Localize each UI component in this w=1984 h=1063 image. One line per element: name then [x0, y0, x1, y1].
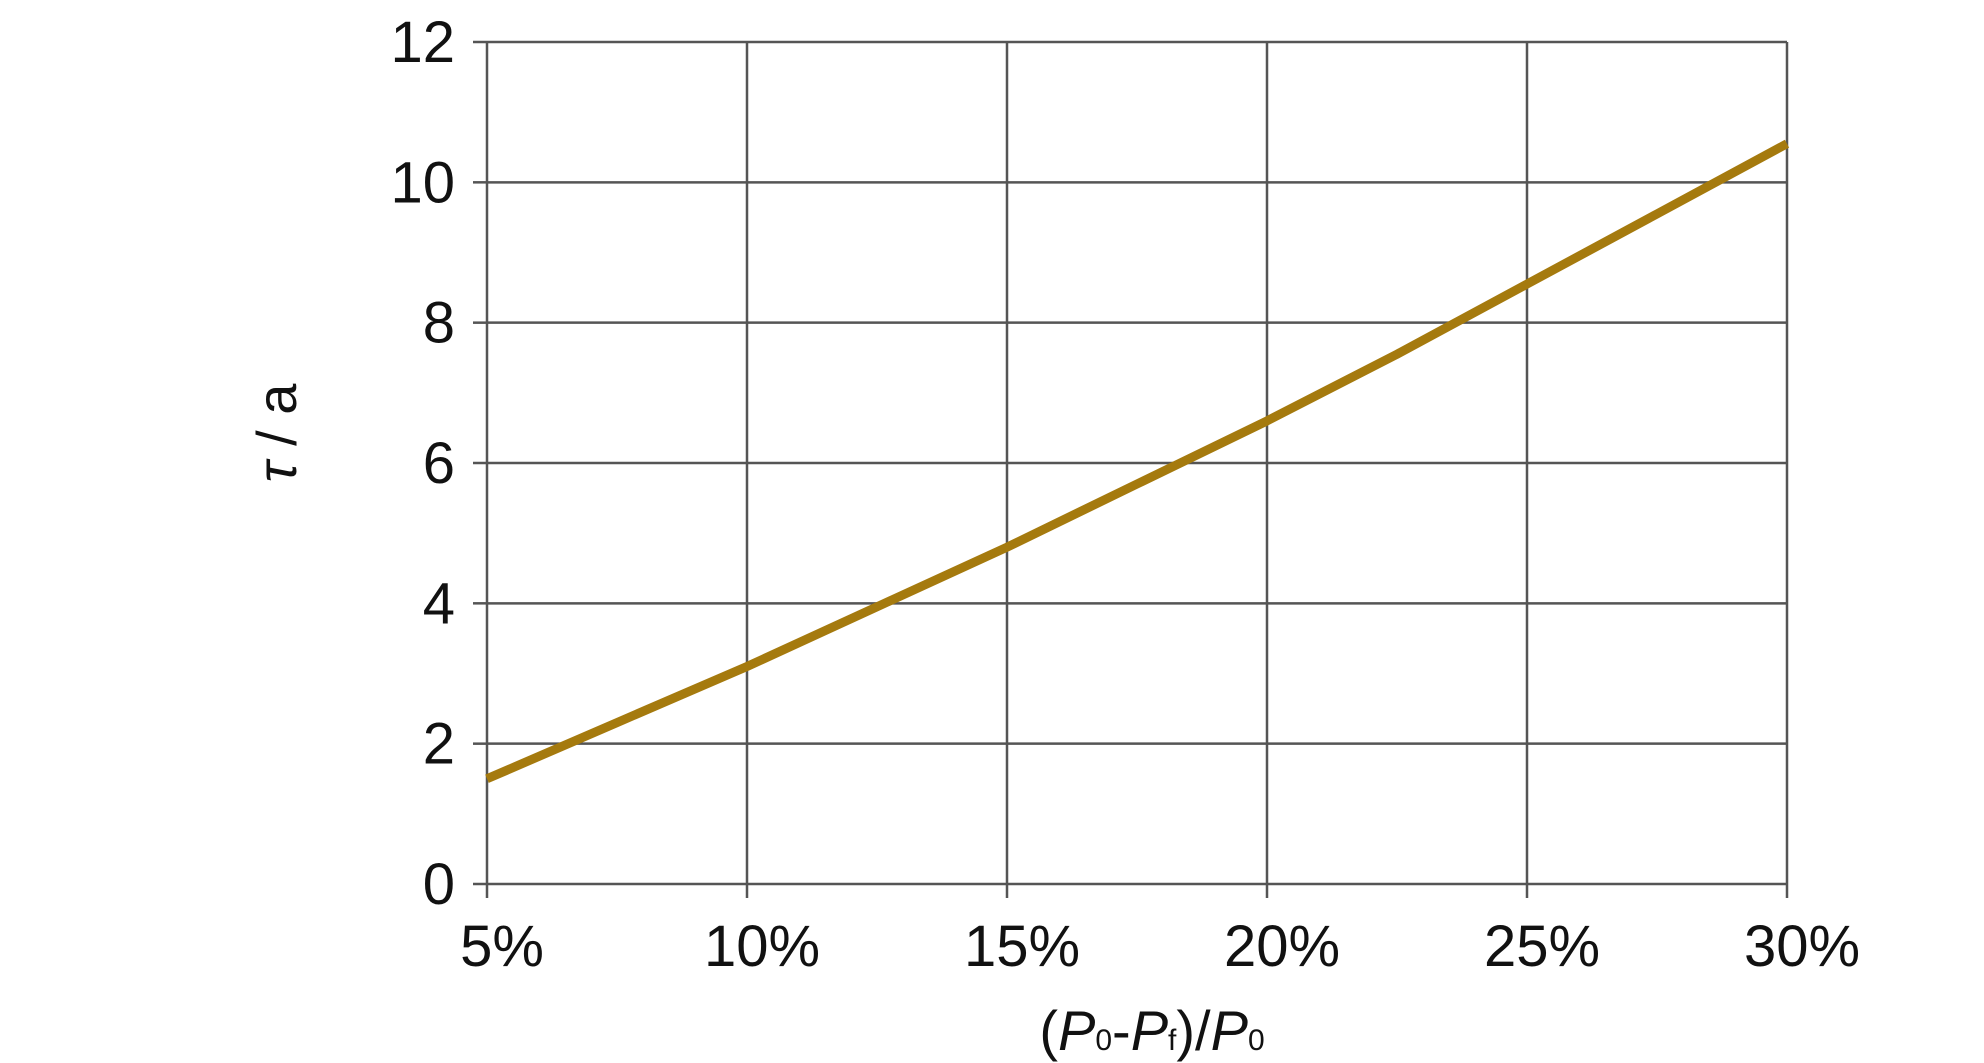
series-line [485, 139, 1790, 783]
x-tick-label: 30% [1744, 914, 1860, 979]
axes [473, 40, 1789, 898]
x-tick-label: 10% [704, 914, 820, 979]
x-axis-label-subscript: f [1168, 1024, 1177, 1057]
x-axis-label-part: - [1112, 999, 1131, 1062]
x-axis-label-part: )/ [1176, 999, 1211, 1062]
y-axis-label-unit: / a [245, 383, 308, 462]
x-axis-label-part: ( [1039, 999, 1058, 1062]
y-tick-label: 0 [423, 852, 455, 917]
x-axis-label-part: P [1131, 999, 1168, 1062]
x-axis-label-subscript: 0 [1095, 1024, 1112, 1057]
y-axis-label: τ / a [245, 383, 308, 483]
y-tick-label: 8 [423, 291, 455, 356]
x-axis-label-part: P [1211, 999, 1248, 1062]
y-tick-label: 10 [390, 150, 455, 215]
x-tick-label: 5% [460, 914, 544, 979]
y-tick-label: 6 [423, 431, 455, 496]
grid-lines [485, 40, 1789, 886]
y-tick-label: 2 [423, 712, 455, 777]
tick-labels: 0 2 4 6 8 10 12 5% 10% 15% 20% 25% 30% [390, 10, 1860, 979]
y-tick-label: 4 [423, 571, 455, 636]
x-tick-label: 20% [1224, 914, 1340, 979]
x-axis-label: (P0-Pf)/P0 [1039, 999, 1264, 1062]
series-lines [485, 139, 1790, 783]
y-axis-label-symbol: τ [245, 458, 308, 482]
x-axis-label-part: P [1058, 999, 1095, 1062]
x-tick-label: 25% [1484, 914, 1600, 979]
x-tick-label: 15% [964, 914, 1080, 979]
y-tick-label: 12 [390, 10, 455, 75]
x-axis-label-subscript: 0 [1248, 1024, 1265, 1057]
